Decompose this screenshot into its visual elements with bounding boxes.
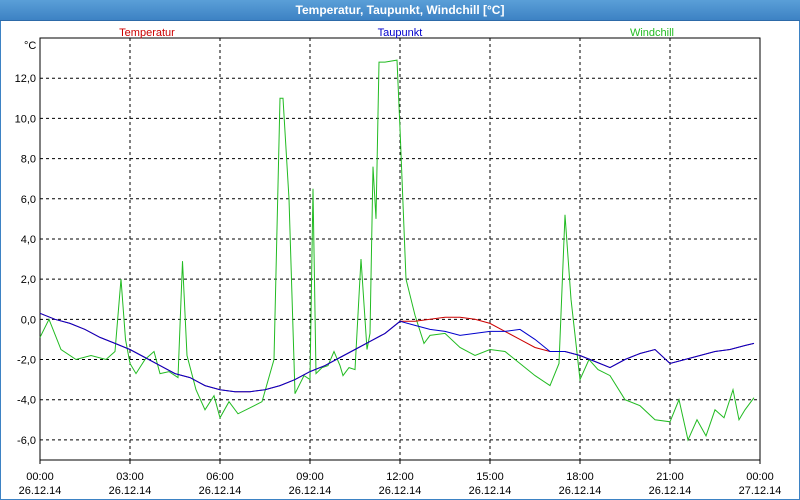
- y-tick-label: -6,0: [17, 435, 36, 447]
- x-tick-time-label: 09:00: [296, 471, 324, 483]
- y-tick-label: 2,0: [21, 274, 36, 286]
- y-tick-label: -2,0: [17, 355, 36, 367]
- legend-temperatur: Temperatur: [119, 27, 175, 39]
- x-tick-date-label: 26.12.14: [649, 485, 692, 497]
- legend-taupunkt: Taupunkt: [378, 27, 423, 39]
- y-tick-label: 4,0: [21, 234, 36, 246]
- series-layer: [39, 59, 755, 442]
- legend-windchill: Windchill: [630, 27, 674, 39]
- x-tick-date-label: 27.12.14: [739, 485, 782, 497]
- y-axis-unit-label: °C: [24, 40, 36, 52]
- window-title: Temperatur, Taupunkt, Windchill [°C]: [0, 0, 800, 21]
- x-tick-time-label: 00:00: [746, 471, 774, 483]
- x-tick-date-label: 26.12.14: [289, 485, 332, 497]
- series-line-taupunkt: [39, 312, 755, 393]
- x-tick-time-label: 21:00: [656, 471, 684, 483]
- x-tick-labels: 00:00 26.12.14 03:00 26.12.14 06:00 26.12.14 0…: [19, 460, 782, 497]
- x-tick-date-label: 26.12.14: [469, 485, 512, 497]
- grid-x: [129, 38, 671, 460]
- x-tick-date-label: 26.12.14: [109, 485, 152, 497]
- y-tick-label: 12,0: [15, 73, 36, 85]
- x-tick-date-label: 26.12.14: [379, 485, 422, 497]
- x-tick-time-label: 12:00: [386, 471, 414, 483]
- x-tick-time-label: 03:00: [116, 471, 144, 483]
- x-tick-date-label: 26.12.14: [559, 485, 602, 497]
- y-tick-label: 8,0: [21, 154, 36, 166]
- x-tick-time-label: 06:00: [206, 471, 234, 483]
- x-tick-time-label: 15:00: [476, 471, 504, 483]
- x-tick-date-label: 26.12.14: [19, 485, 62, 497]
- grid-y: [40, 77, 760, 441]
- y-tick-label: 10,0: [15, 113, 36, 125]
- y-tick-label: -4,0: [17, 395, 36, 407]
- y-tick-label: 0,0: [21, 314, 36, 326]
- y-tick-label: 6,0: [21, 194, 36, 206]
- x-tick-time-label: 00:00: [26, 471, 54, 483]
- series-line-windchill: [39, 59, 755, 442]
- x-tick-time-label: 18:00: [566, 471, 594, 483]
- y-tick-labels: -6,0 -4,0 -2,0 0,0 2,0 4,0 6,0 8,0 10,0 12,0: [15, 73, 36, 447]
- x-tick-date-label: 26.12.14: [199, 485, 242, 497]
